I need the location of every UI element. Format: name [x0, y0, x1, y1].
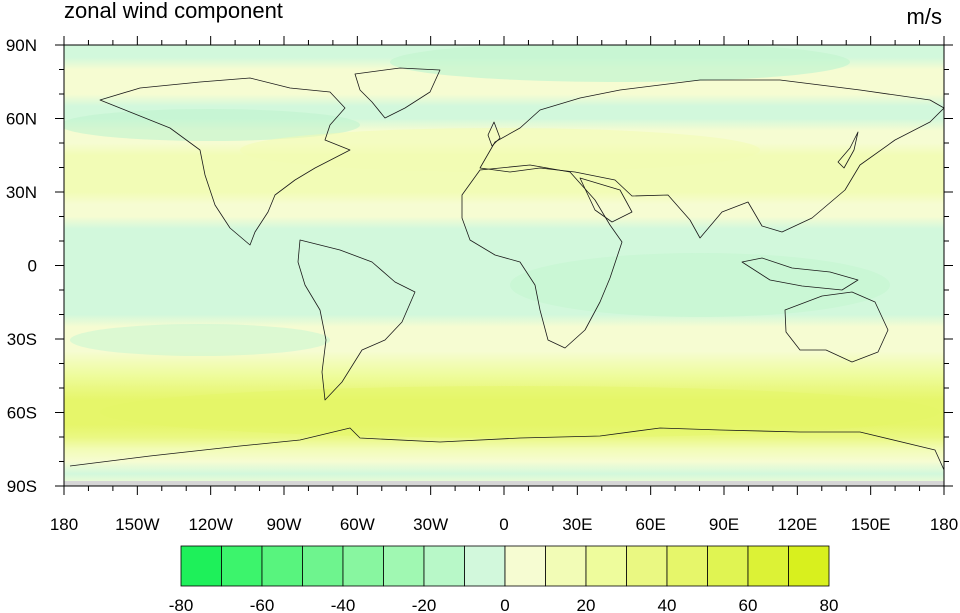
colorbar-box [383, 545, 425, 587]
lon-label: 30W [413, 515, 448, 534]
colorbar-box [464, 545, 506, 587]
colorbar [180, 545, 830, 587]
lat-label: 30N [6, 183, 37, 202]
lat-label: 60N [6, 110, 37, 129]
colorbar-box [707, 545, 749, 587]
arctic-easterly-region [390, 45, 850, 82]
lat-label: 90N [6, 36, 37, 55]
missing-data-band [64, 481, 944, 486]
colorbar-label: -60 [250, 596, 275, 613]
lon-label: 60W [340, 515, 375, 534]
colorbar-box [342, 545, 384, 587]
lon-label: 150W [115, 515, 159, 534]
units-label: m/s [906, 4, 942, 29]
colorbar-label: -80 [169, 596, 194, 613]
lon-label: 120E [777, 515, 817, 534]
colorbar-box [626, 545, 668, 587]
lat-label: 30S [7, 330, 37, 349]
coastline-greenland [354, 67, 441, 119]
coastlines [69, 67, 944, 471]
lon-label: 180 [930, 515, 958, 534]
axis-ticks [55, 36, 953, 495]
coastline-japan [837, 131, 859, 169]
colorbar-label: 60 [739, 596, 758, 613]
lon-label: 150E [851, 515, 891, 534]
colorbar-label: 20 [577, 596, 596, 613]
longitude-labels: 180 150W 120W 90W 60W 30W 0 30E 60E 90E 120E 150E 18… [50, 515, 958, 534]
colorbar-box [261, 545, 303, 587]
lon-label: 30E [562, 515, 592, 534]
lon-label: 120W [188, 515, 232, 534]
coastline-antarctica [69, 427, 944, 471]
lon-label: 0 [499, 515, 508, 534]
coastline-maritime-continent [741, 257, 859, 291]
latitude-labels: 90N 60N 30N 0 30S 60S 90S [6, 36, 37, 496]
southern-jet-core [100, 386, 940, 438]
north-atlantic-easterly-region [64, 109, 360, 141]
colorbar-box [545, 545, 587, 587]
lat-label: 90S [7, 477, 37, 496]
map-title: zonal wind component [64, 0, 283, 23]
colorbar-box [504, 545, 546, 587]
coastline-south-america [297, 239, 416, 401]
colorbar-box [585, 545, 627, 587]
northern-jet-region [240, 128, 760, 172]
indian-ocean-easterly-region [510, 253, 890, 317]
coastline-eurasia [479, 79, 944, 239]
colorbar-label: 80 [820, 596, 839, 613]
lat-label: 0 [28, 257, 37, 276]
lon-label: 90E [709, 515, 739, 534]
colorbar-box [302, 545, 344, 587]
colorbar-box [221, 545, 263, 587]
coastline-australia [784, 291, 889, 363]
colorbar-box [423, 545, 465, 587]
lon-label: 180 [50, 515, 78, 534]
colorbar-box [788, 545, 830, 587]
colorbar-label: 40 [658, 596, 677, 613]
colorbar-label: -40 [331, 596, 356, 613]
coastline-arabia [579, 177, 633, 223]
coastline-uk [487, 121, 501, 147]
colorbar-label: -20 [412, 596, 437, 613]
colorbar-label: 0 [500, 596, 509, 613]
colorbar-box [180, 545, 222, 587]
coastline-africa [461, 164, 623, 349]
lon-label: 60E [636, 515, 666, 534]
south-pacific-easterly-region [70, 324, 330, 356]
colorbar-labels: -80 -60 -40 -20 0 20 40 60 80 [169, 596, 839, 613]
wind-field [64, 45, 944, 486]
coastline-north-america [99, 77, 351, 246]
colorbar-box [747, 545, 789, 587]
lat-label: 60S [7, 404, 37, 423]
lon-label: 90W [267, 515, 302, 534]
colorbar-box [666, 545, 708, 587]
